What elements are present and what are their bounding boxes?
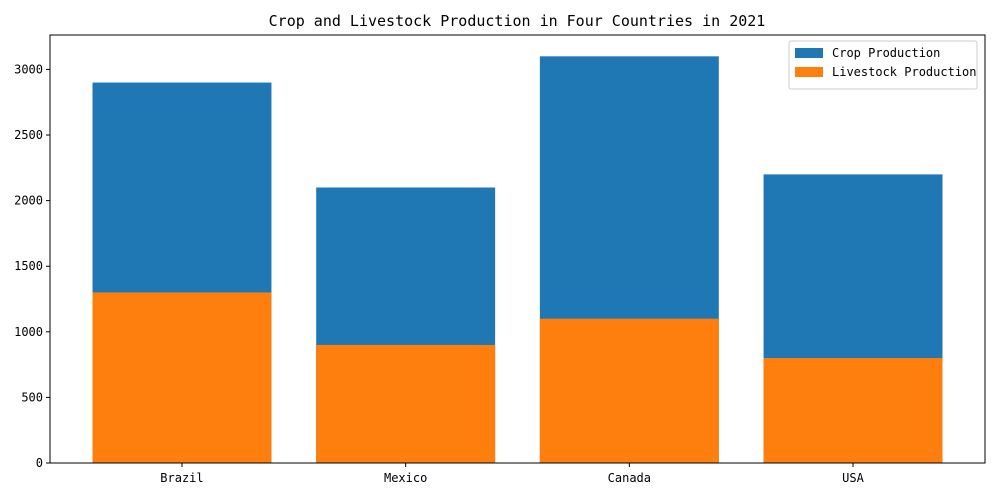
bars-group [92, 56, 943, 463]
x-tick-label: USA [842, 471, 864, 485]
x-tick-label: Mexico [384, 471, 427, 485]
y-tick-label: 1500 [14, 259, 43, 273]
legend-box [788, 40, 978, 90]
y-tick-label: 2000 [14, 194, 43, 208]
legend-label: Livestock Production [832, 65, 977, 79]
y-tick-label: 0 [36, 456, 43, 470]
legend-swatch [795, 67, 823, 77]
chart-title: Crop and Livestock Production in Four Co… [269, 12, 766, 30]
y-axis: 0 500 1000 1500 2000 2500 3000 [14, 62, 50, 470]
legend-swatch [795, 48, 823, 58]
legend: Crop Production Livestock Production [788, 40, 978, 90]
y-tick-label: 2500 [14, 128, 43, 142]
y-tick-label: 500 [21, 390, 43, 404]
legend-label: Crop Production [832, 46, 940, 60]
bar-brazil-series-1 [92, 292, 272, 463]
bar-mexico-series-1 [316, 344, 496, 463]
y-tick-label: 3000 [14, 62, 43, 76]
x-tick-label: Canada [608, 471, 651, 485]
bar-canada-series-1 [539, 318, 719, 463]
x-tick-label: Brazil [160, 471, 203, 485]
y-tick-label: 1000 [14, 325, 43, 339]
plot-frame [49, 34, 986, 464]
x-axis: Brazil Mexico Canada USA [160, 463, 865, 485]
bar-usa-series-1 [763, 358, 943, 463]
